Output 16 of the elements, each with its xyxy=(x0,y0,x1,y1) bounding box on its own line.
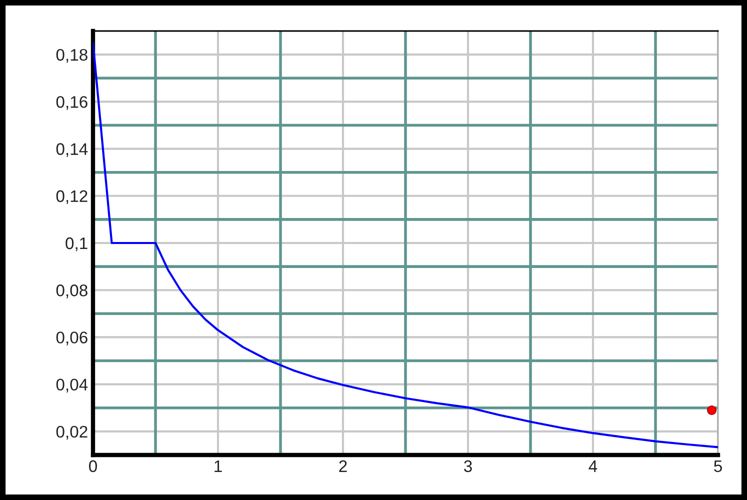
y-tick-label: 0,08 xyxy=(56,284,88,298)
y-tick-label: 0,16 xyxy=(56,96,88,110)
x-tick-label: 2 xyxy=(339,460,347,472)
x-tick-label: 5 xyxy=(714,460,722,472)
y-tick-label: 0,04 xyxy=(56,378,88,393)
y-tick-label: 0,18 xyxy=(56,48,88,63)
x-tick-label: 0 xyxy=(89,460,97,472)
y-tick-label: 0,06 xyxy=(56,332,88,346)
y-tick-label: 0,02 xyxy=(56,426,88,440)
y-tick-label: 0,14 xyxy=(56,143,88,157)
line-series xyxy=(93,42,718,448)
x-tick-label: 4 xyxy=(588,460,598,472)
y-tick-label: 0,12 xyxy=(56,190,88,204)
x-tick-label: 3 xyxy=(464,460,472,472)
y-tick-label: 0,1 xyxy=(66,237,88,252)
x-tick-label: 1 xyxy=(214,460,222,472)
